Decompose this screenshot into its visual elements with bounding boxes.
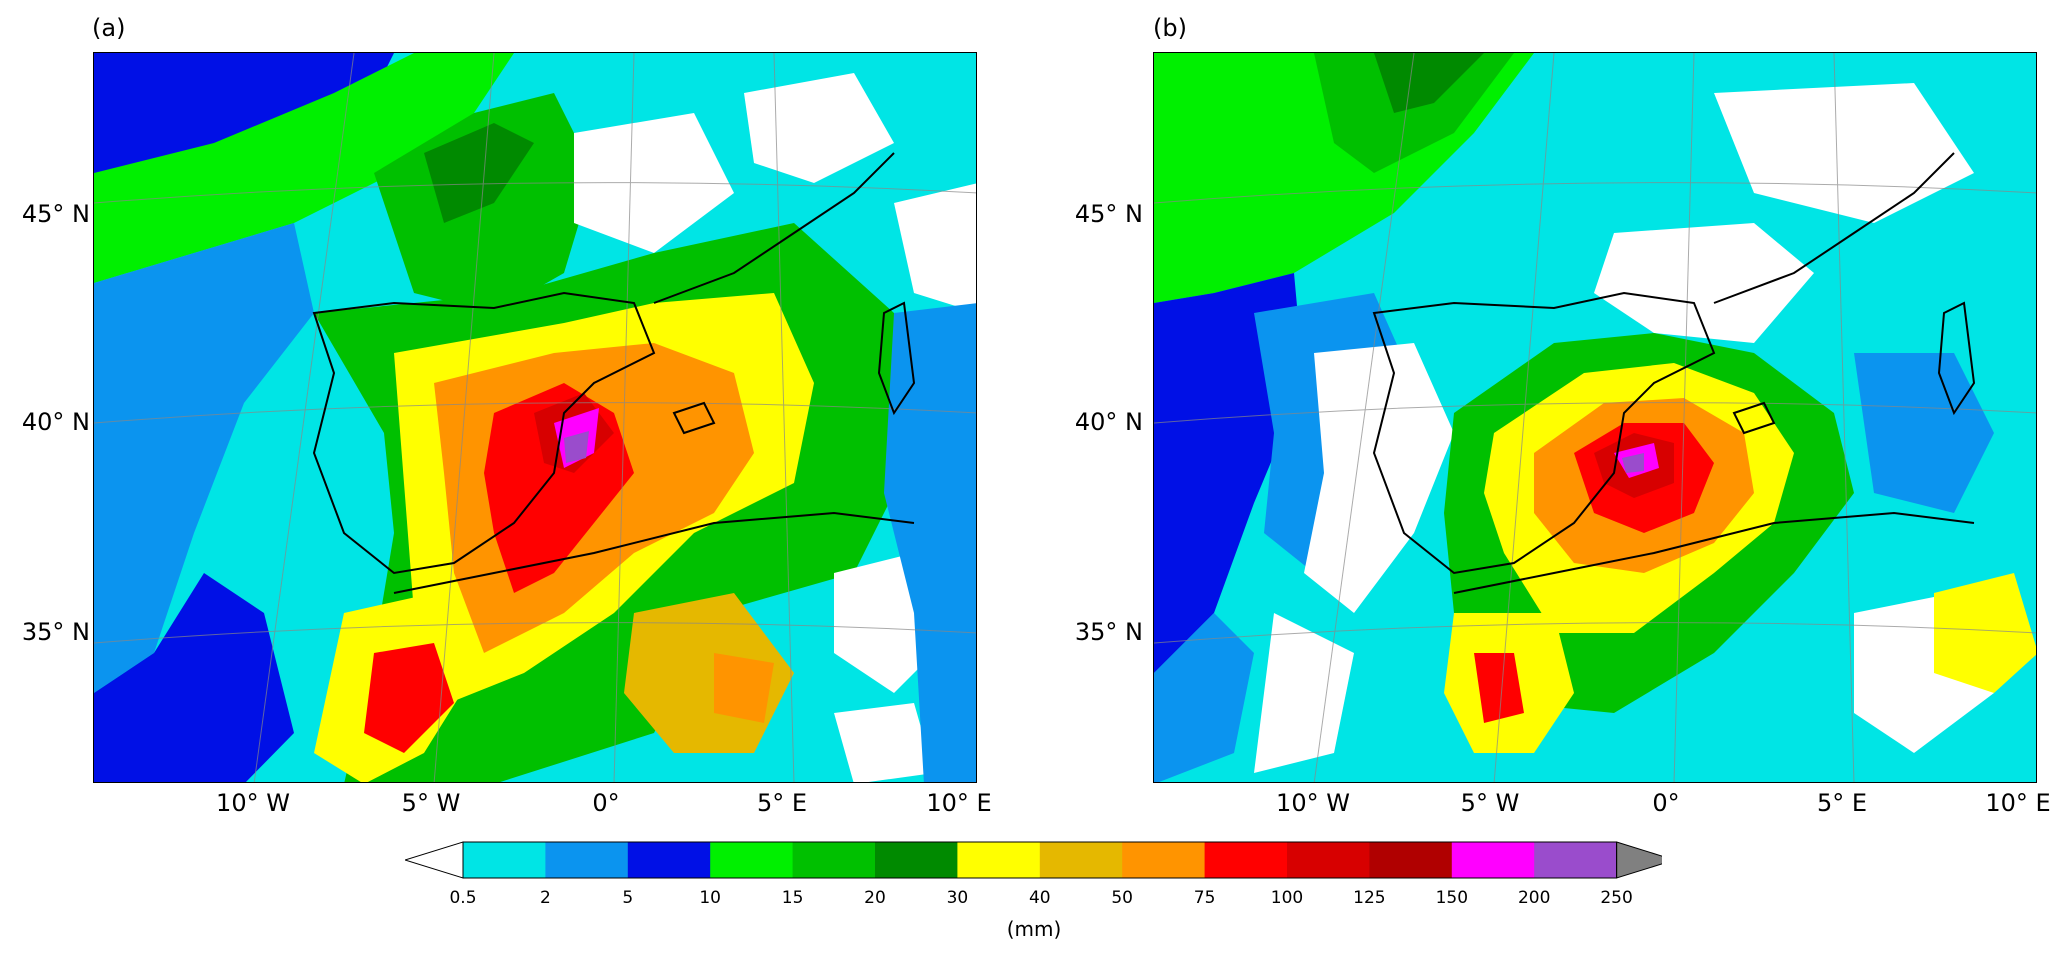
- map-b-canvas: [1154, 53, 2036, 782]
- colorbar-segment: [792, 842, 876, 878]
- colorbar-segment: [627, 842, 711, 878]
- ylabel-b-40n: 40° N: [1074, 408, 1143, 436]
- colorbar-segment: [545, 842, 629, 878]
- ylabel-a-40n: 40° N: [21, 408, 90, 436]
- colorbar-segment: [1287, 842, 1370, 878]
- colorbar-scale: [403, 841, 1677, 879]
- colorbar-segment: [1369, 842, 1453, 878]
- xlabel-a-10w: 10° W: [216, 789, 290, 817]
- colorbar: [403, 838, 1677, 904]
- xlabel-a-5e: 5° E: [756, 789, 808, 817]
- colorbar-tick-label: 100: [1270, 888, 1304, 908]
- colorbar-tick-label: 250: [1600, 888, 1633, 908]
- ylabel-a-35n: 35° N: [21, 618, 90, 646]
- colorbar-segment: [1451, 842, 1535, 878]
- precipitation-map-b: [1153, 52, 2037, 783]
- colorbar-segment: [463, 842, 546, 878]
- xlabel-b-5w: 5° W: [1460, 789, 1520, 817]
- ylabel-b-35n: 35° N: [1074, 618, 1143, 646]
- colorbar-tick-label: 150: [1435, 888, 1469, 908]
- colorbar-tick-label: 5: [622, 888, 634, 908]
- colorbar-tick-label: 50: [1111, 888, 1134, 908]
- xlabel-a-5w: 5° W: [401, 789, 461, 817]
- colorbar-extend-high: [1616, 841, 1677, 879]
- colorbar-tick-label: 200: [1517, 888, 1551, 908]
- colorbar-segment: [875, 842, 958, 878]
- colorbar-segment: [957, 842, 1041, 878]
- colorbar-tick-label: 30: [946, 888, 969, 908]
- colorbar-tick-label: 20: [864, 888, 886, 908]
- colorbar-extend-low: [403, 841, 464, 879]
- colorbar-segment: [710, 842, 794, 878]
- ylabel-a-45n: 45° N: [21, 200, 90, 228]
- colorbar-segment: [1039, 842, 1123, 878]
- ylabel-b-45n: 45° N: [1074, 200, 1143, 228]
- colorbar-tick-label: 0.5: [449, 888, 477, 908]
- colorbar-tick-label: 2: [539, 888, 551, 908]
- panel-b-label: (b): [1153, 14, 1187, 42]
- colorbar-title: (mm): [1006, 917, 1062, 941]
- colorbar-segment: [1534, 842, 1618, 878]
- xlabel-a-10e: 10° E: [926, 789, 992, 817]
- colorbar-tick-label: 125: [1353, 888, 1386, 908]
- colorbar-segment: [1122, 842, 1206, 878]
- xlabel-b-10e: 10° E: [1985, 789, 2051, 817]
- colorbar-border: [462, 841, 1618, 879]
- xlabel-b-10w: 10° W: [1276, 789, 1350, 817]
- precipitation-map-a: [93, 52, 977, 783]
- panel-a-label: (a): [92, 14, 126, 42]
- colorbar-tick-label: 75: [1193, 888, 1216, 908]
- colorbar-tick-label: 10: [699, 888, 722, 908]
- xlabel-b-0: 0°: [1652, 789, 1680, 817]
- colorbar-tick-label: 15: [781, 888, 804, 908]
- map-a-canvas: [94, 53, 976, 782]
- xlabel-a-0: 0°: [592, 789, 620, 817]
- colorbar-tick-label: 40: [1028, 888, 1051, 908]
- colorbar-segment: [1204, 842, 1288, 878]
- xlabel-b-5e: 5° E: [1816, 789, 1868, 817]
